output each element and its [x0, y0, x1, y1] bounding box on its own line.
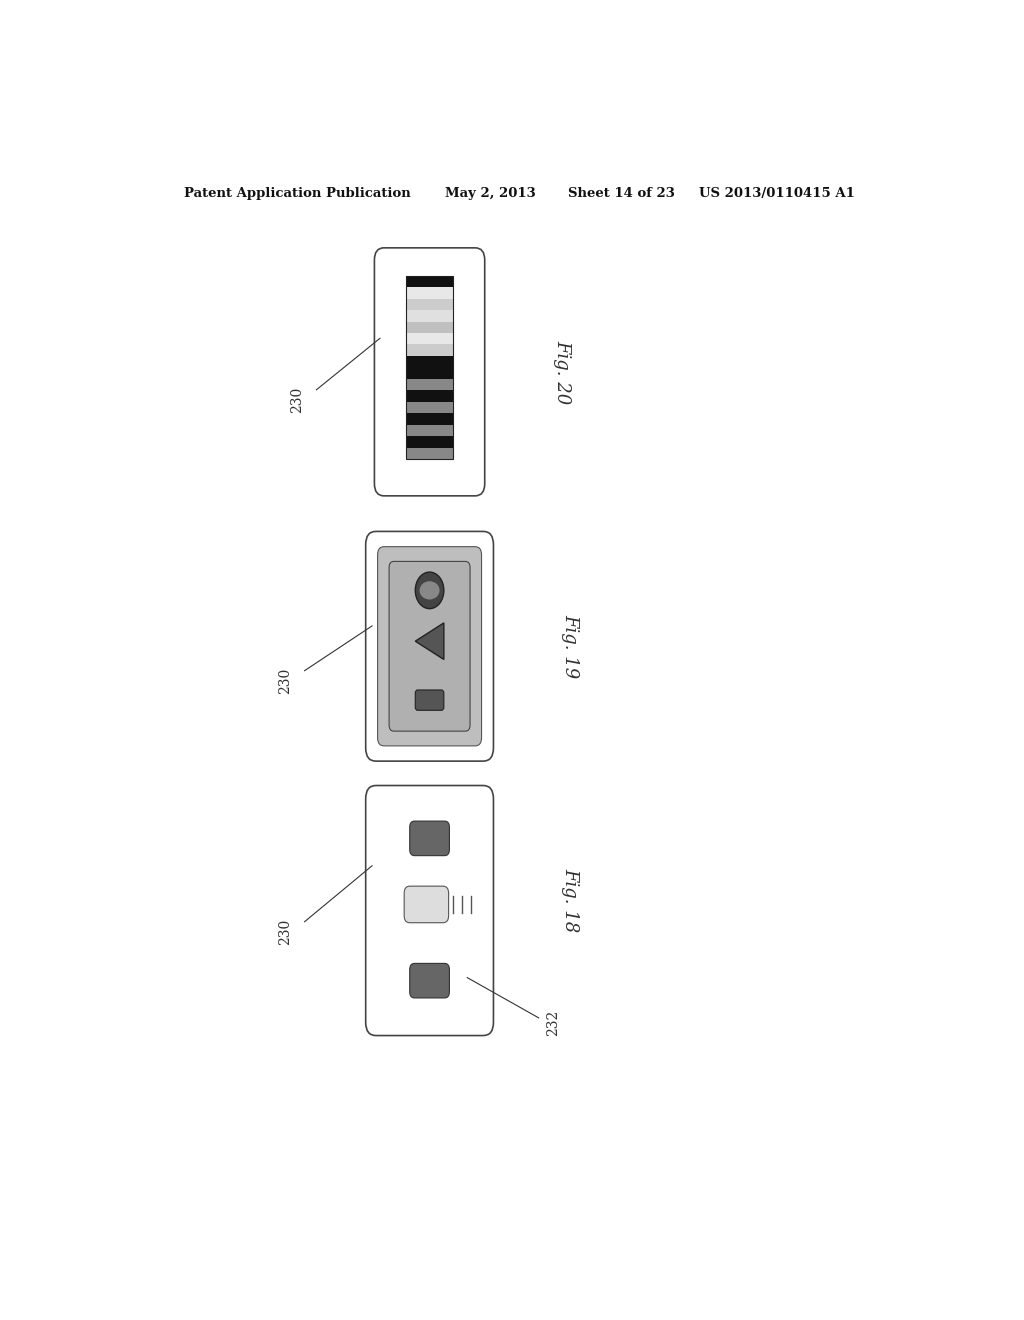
Bar [406, 425, 454, 436]
Text: 230: 230 [278, 668, 292, 694]
FancyBboxPatch shape [366, 532, 494, 762]
Text: 230: 230 [278, 919, 292, 945]
FancyBboxPatch shape [375, 248, 484, 496]
Bar [406, 356, 454, 367]
Bar [406, 401, 454, 413]
Ellipse shape [416, 572, 443, 609]
Bar [406, 298, 454, 310]
Bar [406, 276, 454, 288]
Text: US 2013/0110415 A1: US 2013/0110415 A1 [699, 187, 855, 201]
FancyBboxPatch shape [404, 886, 449, 923]
Ellipse shape [420, 581, 439, 599]
Bar [406, 447, 454, 459]
Bar [406, 379, 454, 391]
Bar [406, 436, 454, 447]
Text: Fig. 20: Fig. 20 [554, 339, 571, 404]
FancyBboxPatch shape [410, 821, 450, 855]
Text: 232: 232 [546, 1010, 560, 1036]
Text: Fig. 18: Fig. 18 [561, 869, 580, 932]
Bar [406, 333, 454, 345]
Bar [406, 322, 454, 333]
Bar [406, 391, 454, 401]
Text: 230: 230 [290, 387, 304, 413]
Bar [406, 345, 454, 356]
Text: Sheet 14 of 23: Sheet 14 of 23 [568, 187, 675, 201]
FancyBboxPatch shape [410, 964, 450, 998]
Bar [406, 310, 454, 322]
Text: Fig. 19: Fig. 19 [561, 614, 580, 678]
Bar [406, 276, 454, 459]
Text: Patent Application Publication: Patent Application Publication [183, 187, 411, 201]
FancyBboxPatch shape [378, 546, 481, 746]
Polygon shape [416, 623, 443, 660]
FancyBboxPatch shape [416, 690, 443, 710]
FancyBboxPatch shape [389, 561, 470, 731]
Bar [406, 288, 454, 298]
FancyBboxPatch shape [366, 785, 494, 1036]
Bar [406, 413, 454, 425]
Text: May 2, 2013: May 2, 2013 [445, 187, 537, 201]
Bar [406, 367, 454, 379]
